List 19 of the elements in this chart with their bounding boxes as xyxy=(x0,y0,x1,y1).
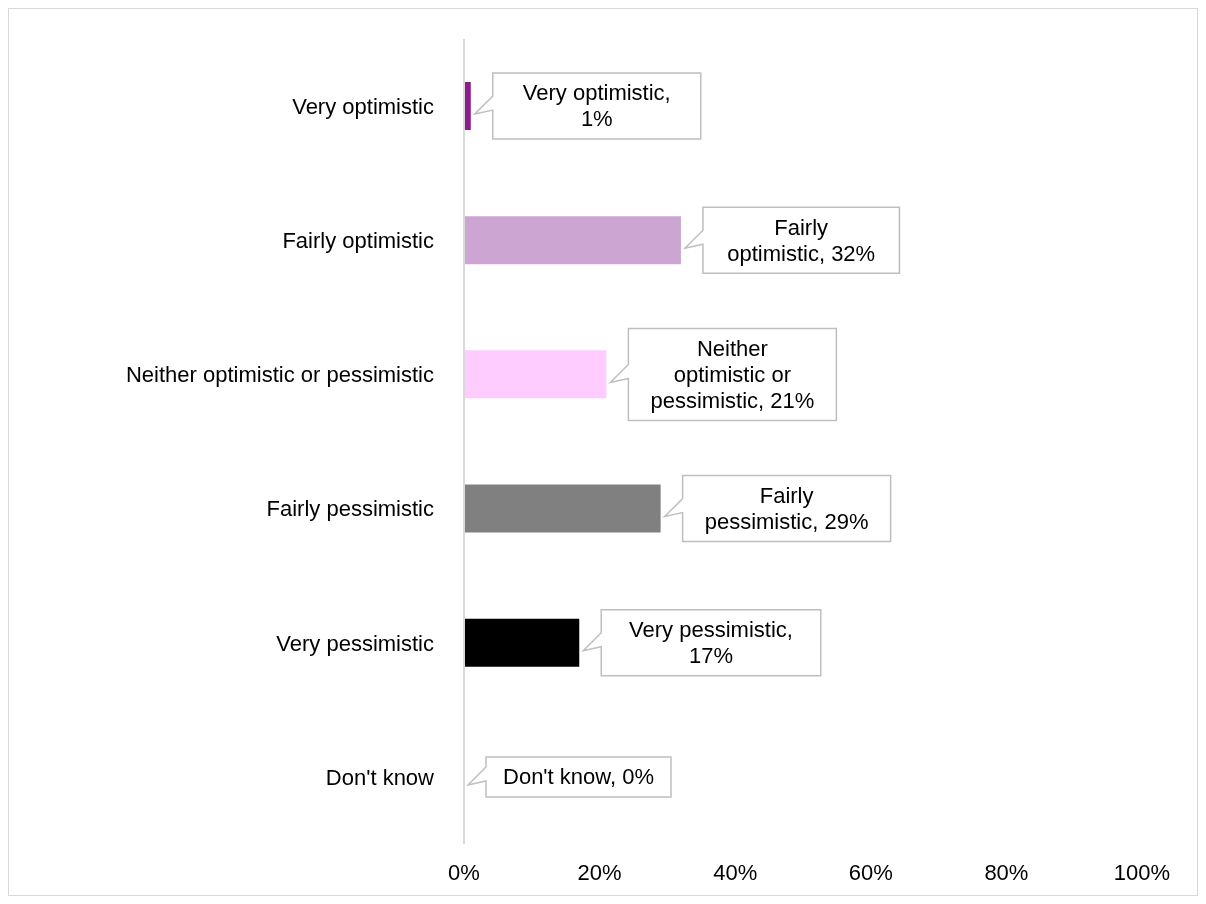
x-tick-label: 0% xyxy=(448,859,480,885)
y-tick-label: Don't know xyxy=(325,764,435,790)
x-tick-label: 80% xyxy=(984,859,1029,885)
data-label: Very optimistic, 1% xyxy=(522,80,671,132)
x-tick-label: 100% xyxy=(1113,859,1171,885)
y-tick-label: Fairly pessimistic xyxy=(266,496,434,522)
x-tick-label: 20% xyxy=(577,859,622,885)
data-label: Don't know, 0% xyxy=(503,764,654,790)
data-label: Fairly optimistic, 32% xyxy=(727,214,876,266)
data-label: Neither optimistic or pessimistic, 21% xyxy=(650,335,815,413)
x-tick-label: 60% xyxy=(848,859,893,885)
data-label: Very pessimistic, 17% xyxy=(629,617,793,669)
data-label: Fairly pessimistic, 29% xyxy=(704,482,869,534)
y-tick-label: Fairly optimistic xyxy=(282,228,434,254)
y-tick-label: Very optimistic xyxy=(292,93,434,119)
x-tick-label: 40% xyxy=(713,859,758,885)
bar xyxy=(464,350,607,399)
y-tick-label: Very pessimistic xyxy=(276,630,434,656)
y-tick-label: Neither optimistic or pessimistic xyxy=(125,362,434,388)
